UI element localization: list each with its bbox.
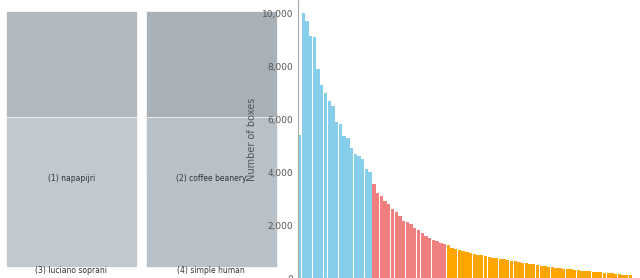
Bar bbox=[588, 271, 591, 278]
Bar bbox=[536, 265, 540, 278]
Bar bbox=[529, 264, 532, 278]
Bar bbox=[611, 274, 614, 278]
Bar bbox=[521, 263, 524, 278]
Bar bbox=[357, 156, 361, 278]
Bar bbox=[502, 259, 506, 278]
Bar bbox=[354, 153, 357, 278]
Bar bbox=[365, 170, 368, 278]
Bar bbox=[361, 159, 364, 278]
Bar bbox=[551, 267, 554, 278]
Bar bbox=[599, 272, 602, 278]
Text: (2) coffee beanery: (2) coffee beanery bbox=[176, 175, 246, 183]
Bar bbox=[443, 244, 446, 278]
Bar bbox=[525, 263, 528, 278]
Bar bbox=[580, 270, 584, 278]
Bar bbox=[513, 261, 517, 278]
Bar bbox=[435, 242, 439, 278]
Bar bbox=[566, 269, 569, 278]
Bar bbox=[506, 260, 509, 278]
Bar bbox=[499, 259, 502, 278]
Bar bbox=[372, 184, 376, 278]
Bar bbox=[495, 259, 499, 278]
Bar bbox=[584, 271, 588, 278]
Bar bbox=[540, 265, 543, 278]
Bar bbox=[394, 212, 398, 278]
Bar bbox=[432, 240, 435, 278]
Bar bbox=[439, 243, 442, 278]
Bar bbox=[554, 268, 558, 278]
Bar bbox=[618, 274, 621, 278]
Bar bbox=[146, 11, 277, 172]
Bar bbox=[547, 267, 550, 278]
Bar bbox=[454, 249, 458, 278]
Bar bbox=[614, 274, 618, 278]
Bar bbox=[420, 233, 424, 278]
Bar bbox=[406, 222, 409, 278]
Text: (3) luciano soprani: (3) luciano soprani bbox=[35, 266, 108, 275]
Bar bbox=[402, 221, 405, 278]
Bar bbox=[629, 275, 632, 278]
Bar bbox=[469, 253, 472, 278]
Bar bbox=[428, 238, 431, 278]
Bar bbox=[324, 93, 327, 278]
Bar bbox=[625, 275, 628, 278]
Y-axis label: Number of boxes: Number of boxes bbox=[247, 97, 257, 181]
Bar bbox=[517, 262, 520, 278]
Bar bbox=[532, 264, 536, 278]
Bar bbox=[346, 138, 349, 278]
Bar bbox=[603, 273, 606, 278]
Bar bbox=[320, 85, 323, 278]
Bar bbox=[146, 117, 277, 267]
Text: (1) napapijri: (1) napapijri bbox=[48, 175, 95, 183]
Bar bbox=[476, 255, 480, 278]
Bar bbox=[447, 245, 450, 278]
Bar bbox=[369, 172, 372, 278]
Bar bbox=[465, 252, 468, 278]
Bar bbox=[558, 268, 561, 278]
Bar bbox=[451, 247, 454, 278]
Bar bbox=[570, 269, 573, 278]
Bar bbox=[458, 250, 461, 278]
Bar bbox=[342, 136, 346, 278]
Bar bbox=[484, 256, 487, 278]
Bar bbox=[591, 272, 595, 278]
Bar bbox=[607, 273, 610, 278]
Bar bbox=[480, 255, 483, 278]
Bar bbox=[595, 272, 598, 278]
Bar bbox=[301, 13, 305, 278]
Bar bbox=[387, 204, 390, 278]
Bar bbox=[376, 193, 380, 278]
Bar bbox=[298, 135, 301, 278]
Bar bbox=[305, 21, 308, 278]
Bar bbox=[510, 261, 513, 278]
Bar bbox=[488, 257, 491, 278]
Bar bbox=[335, 122, 339, 278]
Bar bbox=[383, 201, 387, 278]
Bar bbox=[472, 254, 476, 278]
Bar bbox=[6, 11, 137, 172]
Bar bbox=[6, 117, 137, 267]
Bar bbox=[313, 37, 316, 278]
Bar bbox=[309, 36, 312, 278]
Bar bbox=[410, 224, 413, 278]
Bar bbox=[417, 230, 420, 278]
Bar bbox=[562, 269, 565, 278]
Bar bbox=[391, 209, 394, 278]
Bar bbox=[316, 69, 320, 278]
Bar bbox=[573, 270, 577, 278]
Bar bbox=[328, 101, 331, 278]
Bar bbox=[461, 251, 465, 278]
Bar bbox=[577, 270, 580, 278]
Bar bbox=[398, 216, 401, 278]
Bar bbox=[543, 266, 547, 278]
Bar bbox=[380, 196, 383, 278]
Bar bbox=[350, 148, 353, 278]
Bar bbox=[621, 275, 625, 278]
Bar bbox=[424, 236, 428, 278]
Bar bbox=[413, 228, 417, 278]
Bar bbox=[332, 106, 335, 278]
Bar bbox=[339, 125, 342, 278]
Text: (4) simple human: (4) simple human bbox=[177, 266, 245, 275]
Bar bbox=[492, 258, 495, 278]
